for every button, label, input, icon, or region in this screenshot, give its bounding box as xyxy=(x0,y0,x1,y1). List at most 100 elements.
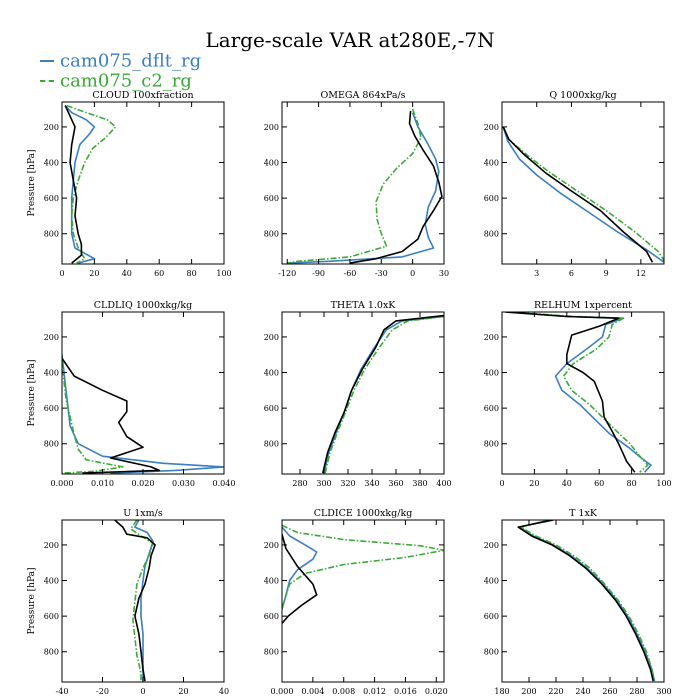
series-line-3 xyxy=(64,105,83,264)
y-tick-label: 800 xyxy=(264,230,279,239)
y-tick-label: 800 xyxy=(484,440,499,449)
plot-frame xyxy=(501,101,665,265)
x-tick-label: -60 xyxy=(343,269,356,278)
x-tick-label: 0.000 xyxy=(51,479,74,488)
x-tick-label: -20 xyxy=(96,687,109,696)
y-tick-label: 400 xyxy=(44,369,59,378)
y-tick-label: 800 xyxy=(264,440,279,449)
y-tick-label: 200 xyxy=(44,541,59,550)
y-tick-label: 600 xyxy=(264,194,279,203)
panel-title: T 1xK xyxy=(569,508,598,519)
x-tick-label: 300 xyxy=(316,479,331,488)
x-tick-label: 400 xyxy=(436,479,451,488)
y-tick-label: 800 xyxy=(44,230,59,239)
x-tick-label: 0.012 xyxy=(363,687,386,696)
legend-label-c2: cam075_c2_rg xyxy=(60,70,192,92)
series-line-2 xyxy=(324,315,444,474)
y-axis-label: Pressure [hPa] xyxy=(27,567,37,634)
x-tick-label: 60 xyxy=(154,269,164,278)
x-tick-label: 0.020 xyxy=(132,479,155,488)
x-tick-label: 20 xyxy=(529,479,539,488)
x-tick-label: 360 xyxy=(388,479,403,488)
x-tick-label: 0.004 xyxy=(301,687,324,696)
y-tick-label: 400 xyxy=(264,577,279,586)
y-tick-label: 200 xyxy=(44,333,59,342)
series-line-2 xyxy=(287,108,422,264)
x-tick-label: 280 xyxy=(629,687,644,696)
x-tick-label: 0.000 xyxy=(271,687,294,696)
series-line-2 xyxy=(502,126,664,261)
legend-swatch-c2 xyxy=(40,80,54,82)
y-tick-label: 400 xyxy=(484,159,499,168)
series-line-1 xyxy=(506,312,652,473)
panel-title: CLDLIQ 1000xkg/kg xyxy=(94,300,192,311)
series-line-1 xyxy=(134,520,154,682)
y-tick-label: 800 xyxy=(44,648,59,657)
x-tick-label: 40 xyxy=(562,479,572,488)
y-tick-label: 400 xyxy=(264,369,279,378)
plot-frame xyxy=(501,519,665,683)
panel-title: OMEGA 864xPa/s xyxy=(320,90,405,101)
x-tick-label: 100 xyxy=(656,479,671,488)
x-tick-label: 0.016 xyxy=(394,687,417,696)
x-tick-label: 12 xyxy=(636,269,646,278)
series-line-3 xyxy=(282,533,318,624)
x-tick-label: -40 xyxy=(56,687,69,696)
y-tick-label: 400 xyxy=(44,577,59,586)
panel-1: 200 400 600 800 0 20 40 60 80 100 CLOUD 100xfracti… xyxy=(27,90,232,278)
panel-8: 200 400 600 800 0.000 0.004 0.008 0.012 0.016 0.0… xyxy=(264,508,448,696)
panel-3: 200 400 600 800 3 6 9 12 Q 1000xkg/kg xyxy=(484,90,665,278)
plot-frame xyxy=(281,311,445,475)
x-tick-label: 380 xyxy=(412,479,427,488)
series-line-3 xyxy=(114,520,156,682)
x-tick-label: 40 xyxy=(219,687,229,696)
x-tick-label: 0.030 xyxy=(172,479,195,488)
y-tick-label: 200 xyxy=(484,333,499,342)
y-tick-label: 600 xyxy=(44,404,59,413)
x-tick-label: 300 xyxy=(656,687,671,696)
panel-title: CLOUD 100xfraction xyxy=(92,90,193,101)
y-tick-label: 600 xyxy=(264,404,279,413)
series-line-1 xyxy=(518,520,656,682)
legend-entry-dflt: cam075_dflt_rg xyxy=(40,50,201,72)
x-tick-label: -90 xyxy=(312,269,325,278)
y-tick-label: 400 xyxy=(44,159,59,168)
x-tick-label: 80 xyxy=(627,479,637,488)
series-line-3 xyxy=(62,357,160,474)
series-line-3 xyxy=(517,520,654,682)
plot-frame xyxy=(61,101,225,265)
x-tick-label: 340 xyxy=(364,479,379,488)
panel-title: U 1xm/s xyxy=(123,508,163,519)
legend-label-dflt: cam075_dflt_rg xyxy=(60,50,202,72)
panel-6: 200 400 600 800 0 20 40 60 80 100 RELHUM 1xpercent xyxy=(484,300,672,488)
plot-frame xyxy=(501,311,665,475)
legend-swatch-dflt xyxy=(40,60,54,62)
x-tick-label: 80 xyxy=(187,269,197,278)
y-tick-label: 200 xyxy=(44,123,59,132)
page-title: Large-scale VAR at280E,-7N xyxy=(205,28,495,52)
x-tick-label: 6 xyxy=(569,269,574,278)
x-tick-label: 0.008 xyxy=(332,687,355,696)
panel-title: Q 1000xkg/kg xyxy=(549,90,616,101)
series-line-3 xyxy=(502,126,654,263)
series-line-1 xyxy=(282,526,318,610)
series-line-3 xyxy=(349,110,443,264)
series-line-1 xyxy=(287,112,440,264)
x-tick-label: 0 xyxy=(499,479,504,488)
x-tick-label: 0 xyxy=(410,269,415,278)
panel-9: 200 400 600 800 180 200 220 240 260 280 300 T 1xK xyxy=(484,508,672,696)
y-tick-label: 800 xyxy=(484,648,499,657)
x-tick-label: 220 xyxy=(548,687,563,696)
x-tick-label: 0.040 xyxy=(213,479,236,488)
x-tick-label: 0.020 xyxy=(425,687,448,696)
series-line-3 xyxy=(505,312,636,473)
x-tick-label: -30 xyxy=(375,269,388,278)
y-tick-label: 200 xyxy=(264,541,279,550)
plot-frame xyxy=(61,311,225,475)
x-tick-label: 0.010 xyxy=(91,479,114,488)
panel-2: 200 400 600 800 -120 -90 -60 -30 0 30 OMEGA 864xPa… xyxy=(264,90,449,278)
series-line-2 xyxy=(66,104,117,264)
x-tick-label: 260 xyxy=(602,687,617,696)
y-tick-label: 400 xyxy=(264,159,279,168)
series-line-1 xyxy=(64,105,96,264)
